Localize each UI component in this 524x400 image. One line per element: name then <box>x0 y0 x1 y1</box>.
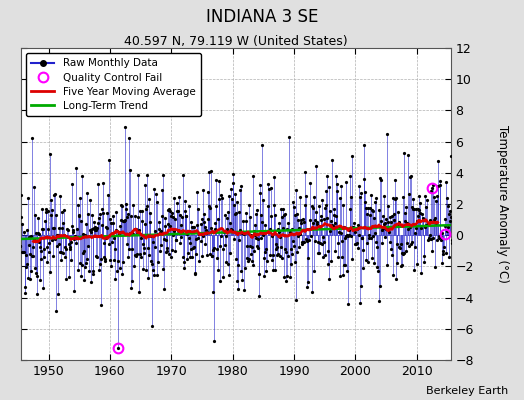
Text: INDIANA 3 SE: INDIANA 3 SE <box>206 8 318 26</box>
Y-axis label: Temperature Anomaly (°C): Temperature Anomaly (°C) <box>496 125 509 283</box>
Legend: Raw Monthly Data, Quality Control Fail, Five Year Moving Average, Long-Term Tren: Raw Monthly Data, Quality Control Fail, … <box>26 53 201 116</box>
Text: Berkeley Earth: Berkeley Earth <box>426 386 508 396</box>
Title: 40.597 N, 79.119 W (United States): 40.597 N, 79.119 W (United States) <box>124 35 347 48</box>
